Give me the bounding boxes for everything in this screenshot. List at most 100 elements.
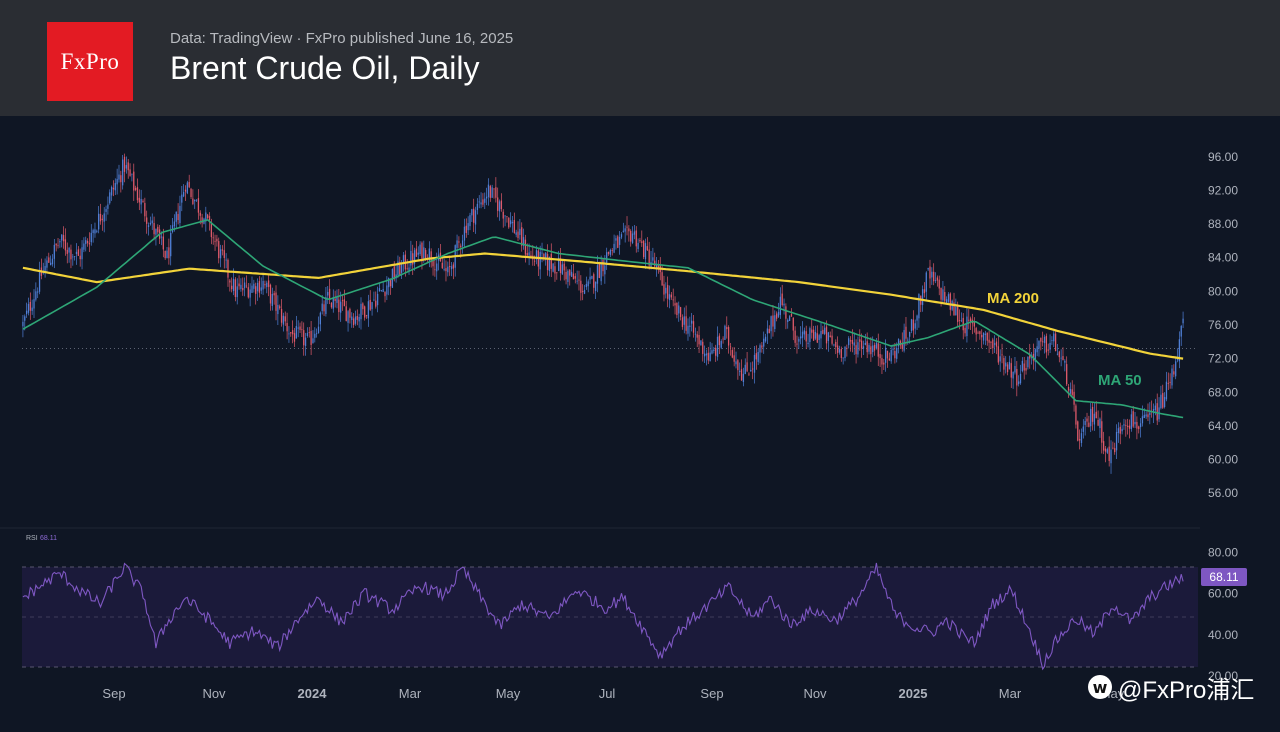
candle-down: [1045, 335, 1048, 353]
candle-up: [864, 342, 866, 345]
candle-up: [720, 341, 722, 348]
candle-down: [607, 251, 610, 254]
candle-up: [711, 350, 713, 354]
candle-down: [500, 200, 503, 210]
candle-down: [995, 341, 998, 347]
candle-up: [1038, 340, 1040, 349]
candle-up: [256, 282, 259, 292]
candle-down: [199, 212, 201, 216]
candle-down: [1156, 403, 1158, 421]
candle-up: [558, 257, 560, 272]
candle-down: [70, 249, 72, 260]
candle-up: [1051, 340, 1053, 341]
time-tick-label: May: [496, 686, 521, 701]
candle-down: [247, 287, 249, 298]
candle-down: [988, 339, 990, 343]
candle-up: [249, 289, 251, 298]
candle-up: [853, 342, 855, 346]
candle-up: [1056, 353, 1059, 355]
candle-up: [955, 306, 957, 316]
candle-down: [663, 284, 665, 295]
candle-up: [678, 305, 680, 314]
candle-down: [275, 292, 277, 311]
candle-down: [702, 341, 704, 354]
candle-down: [86, 240, 89, 244]
candle-up: [107, 204, 109, 209]
rsi-last-value-badge: 68.11: [1201, 567, 1247, 586]
candle-down: [794, 330, 796, 343]
candle-up: [742, 373, 745, 383]
candle-down: [369, 299, 371, 310]
candle-up: [90, 232, 92, 243]
candle-down: [406, 268, 408, 270]
candle-down: [812, 329, 815, 341]
candle-down: [168, 247, 170, 259]
candle-up: [1036, 346, 1038, 353]
candle-up: [243, 282, 246, 289]
candle-up: [155, 228, 157, 235]
candle-down: [521, 227, 523, 246]
candle-up: [907, 339, 909, 341]
candle-up: [480, 202, 482, 205]
candle-up: [240, 284, 242, 289]
candle-up: [1175, 361, 1177, 377]
candle-up: [724, 325, 726, 340]
price-axis: 96.00 92.00 88.00 84.00 80.00 76.00 72.00 68.00…: [1208, 150, 1238, 500]
candle-down: [979, 331, 981, 335]
rsi-tick-label: 60.00: [1208, 587, 1238, 601]
candle-up: [567, 270, 569, 282]
candle-down: [816, 333, 818, 343]
candle-down: [79, 255, 81, 260]
candle-up: [94, 229, 96, 234]
candle-up: [297, 327, 299, 329]
candle-down: [569, 269, 571, 276]
candle-down: [101, 218, 104, 220]
candle-down: [796, 343, 798, 345]
candle-up: [476, 203, 479, 211]
candle-up: [655, 264, 658, 270]
candle-up: [541, 252, 543, 254]
candle-down: [572, 273, 575, 280]
candle-down: [944, 292, 946, 302]
candle-down: [264, 284, 266, 286]
candle-down: [279, 306, 281, 308]
candle-up: [519, 228, 521, 235]
candle-down: [216, 238, 218, 242]
candle-down: [641, 241, 643, 244]
time-tick-label: 2024: [298, 686, 328, 701]
candle-down: [526, 253, 528, 256]
candle-up: [1053, 333, 1055, 342]
candle-up: [609, 249, 612, 255]
candle-up: [1163, 396, 1166, 408]
candle-up: [419, 244, 421, 255]
candle-up: [838, 349, 841, 353]
candle-up: [288, 333, 290, 335]
candle-up: [803, 330, 806, 335]
candle-up: [764, 336, 767, 342]
candle-up: [713, 349, 715, 351]
candle-down: [836, 345, 839, 353]
candle-up: [484, 198, 486, 203]
candle-down: [188, 182, 190, 188]
candle-up: [340, 301, 342, 313]
candle-up: [68, 247, 70, 253]
candle-down: [146, 217, 148, 224]
candle-up: [921, 289, 924, 306]
candle-down: [48, 257, 50, 263]
chart-header: FxPro Data: TradingView · FxPro publishe…: [0, 0, 1280, 116]
candle-down: [737, 360, 739, 371]
candle-down: [676, 302, 678, 316]
candle-down: [899, 340, 902, 346]
candle-up: [386, 285, 388, 295]
candle-up: [809, 328, 811, 343]
candle-down: [162, 236, 164, 250]
candle-down: [674, 303, 676, 306]
candle-up: [44, 266, 46, 274]
candle-up: [1130, 414, 1132, 430]
candle-down: [740, 369, 743, 381]
price-tick-label: 68.00: [1208, 385, 1238, 399]
candle-down: [657, 265, 660, 268]
time-tick-label: Mar: [399, 686, 422, 701]
candle-up: [594, 281, 597, 291]
rsi-tick-label: 80.00: [1208, 545, 1238, 559]
